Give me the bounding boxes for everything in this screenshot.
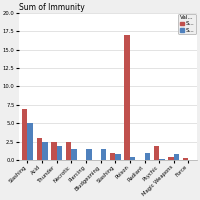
Bar [22,109,27,160]
Bar [183,158,188,160]
Bar [159,159,165,160]
Bar [168,157,174,160]
Bar [115,154,121,160]
Bar [154,146,159,160]
Bar [130,157,135,160]
Bar [37,138,42,160]
Bar [124,35,130,160]
Bar [110,153,115,160]
Bar [101,149,106,160]
Legend: S..., S...: S..., S... [178,14,196,34]
Bar [71,149,77,160]
Bar [145,153,150,160]
Text: Sum of Immunity: Sum of Immunity [19,3,84,12]
Bar [66,142,71,160]
Bar [51,142,57,160]
Bar [27,123,33,160]
Bar [174,154,179,160]
Bar [42,142,48,160]
Bar [86,149,92,160]
Bar [57,146,62,160]
